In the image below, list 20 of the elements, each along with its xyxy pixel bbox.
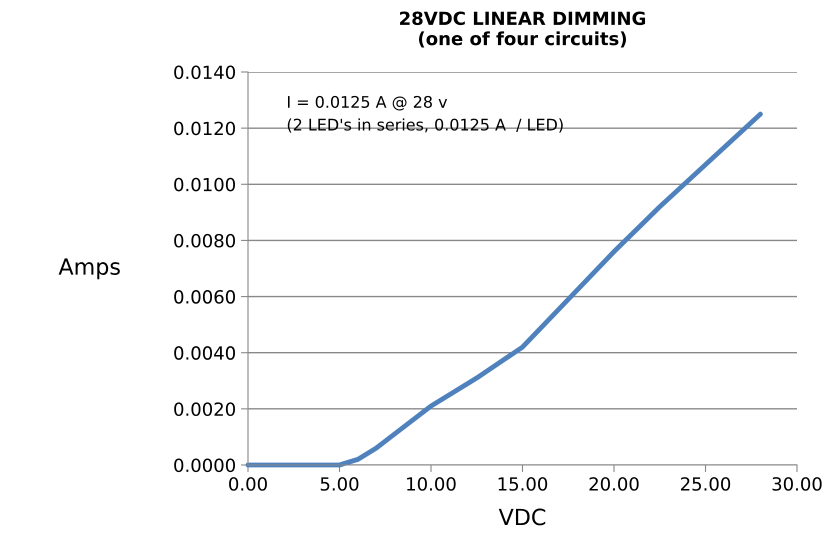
x-tick-label: 25.00 [680,477,730,491]
y-axis-title: Amps [58,258,120,280]
x-tick-label: 5.00 [320,477,358,491]
y-tick-label: 0.0080 [174,234,235,248]
y-tick-label: 0.0060 [174,290,235,304]
y-tick-label: 0.0040 [174,346,235,360]
line-series [246,112,763,468]
x-tick-label: 15.00 [498,477,548,491]
x-tick-label: 30.00 [772,477,822,491]
y-tick-label: 0.0140 [174,65,235,80]
x-tick-label: 20.00 [589,477,639,491]
x-axis-title: VDC [498,508,546,526]
y-tick-label: 0.0000 [174,458,235,472]
y-tick-label: 0.0120 [174,122,235,136]
x-tick-label: 0.00 [229,477,267,491]
chart-title: 28VDC LINEAR DIMMING (one of four circuits) [400,11,646,48]
y-tick-label: 0.0100 [174,178,235,192]
y-tick-label: 0.0020 [174,402,235,416]
annotation: I = 0.0125 A @ 28 v (2 LED's in series, 0.0125 A / LED) [288,96,563,133]
x-tick-label: 10.00 [407,477,456,491]
